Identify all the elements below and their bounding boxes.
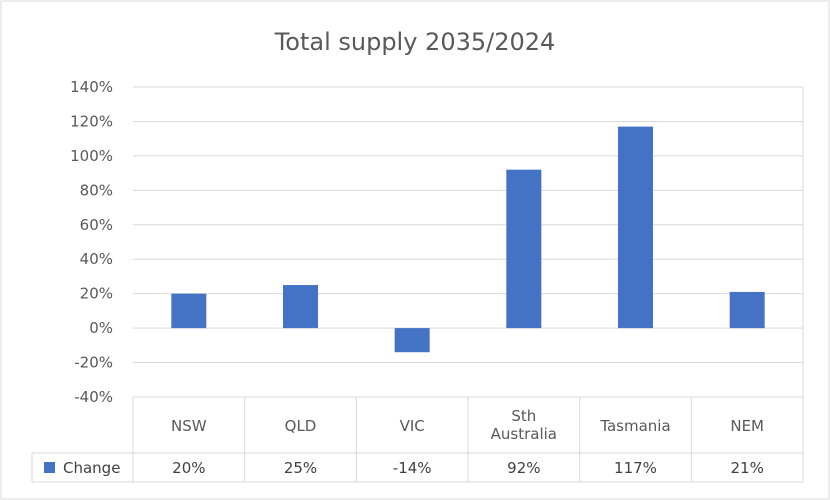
category-label: QLD: [285, 417, 317, 435]
category-label-line: Australia: [491, 425, 557, 443]
y-tick-label: 0%: [89, 319, 113, 337]
y-tick-label: 40%: [80, 250, 113, 268]
bar: [171, 293, 207, 329]
bar: [618, 126, 653, 329]
y-tick-label: 60%: [80, 216, 113, 234]
y-tick-label: 80%: [80, 181, 113, 199]
category-label-line: Sth: [511, 407, 536, 425]
chart-title: Total supply 2035/2024: [274, 28, 556, 56]
category-label: NSW: [171, 417, 207, 435]
category-label: Tasmania: [599, 417, 670, 435]
legend-swatch: [44, 462, 55, 473]
y-tick-label: 140%: [70, 78, 113, 96]
category-label-line: NEM: [730, 417, 764, 435]
data-label: 20%: [172, 459, 205, 477]
category-label: Sth Australia: [491, 407, 557, 443]
category-label: VIC: [400, 417, 425, 435]
legend-label: Change: [63, 459, 120, 477]
y-tick-label: 100%: [70, 147, 113, 165]
bar: [283, 285, 318, 329]
category-label-line: QLD: [285, 417, 317, 435]
category-label-line: NSW: [171, 417, 207, 435]
bar: [506, 169, 542, 329]
data-table: Change NSW 20% QLD 25% VIC -14% Sth Australia 92%…: [31, 87, 804, 483]
category-label: NEM: [730, 417, 764, 435]
y-tick-label: 120%: [70, 112, 113, 130]
data-label: 21%: [730, 459, 763, 477]
y-tick-label: 20%: [80, 285, 113, 303]
bars: [171, 126, 765, 353]
y-tick-label: -20%: [74, 354, 113, 372]
data-label: 92%: [507, 459, 540, 477]
category-label-line: Tasmania: [599, 417, 670, 435]
y-tick-label: -40%: [74, 388, 113, 406]
data-label: 25%: [284, 459, 317, 477]
y-axis-tick-labels: -40% -20% 0% 20% 40% 60% 80% 100% 120% 140%: [70, 78, 113, 406]
data-label: -14%: [393, 459, 432, 477]
bar: [394, 328, 430, 353]
bar: [729, 291, 765, 329]
data-label: 117%: [614, 459, 657, 477]
category-label-line: VIC: [400, 417, 425, 435]
